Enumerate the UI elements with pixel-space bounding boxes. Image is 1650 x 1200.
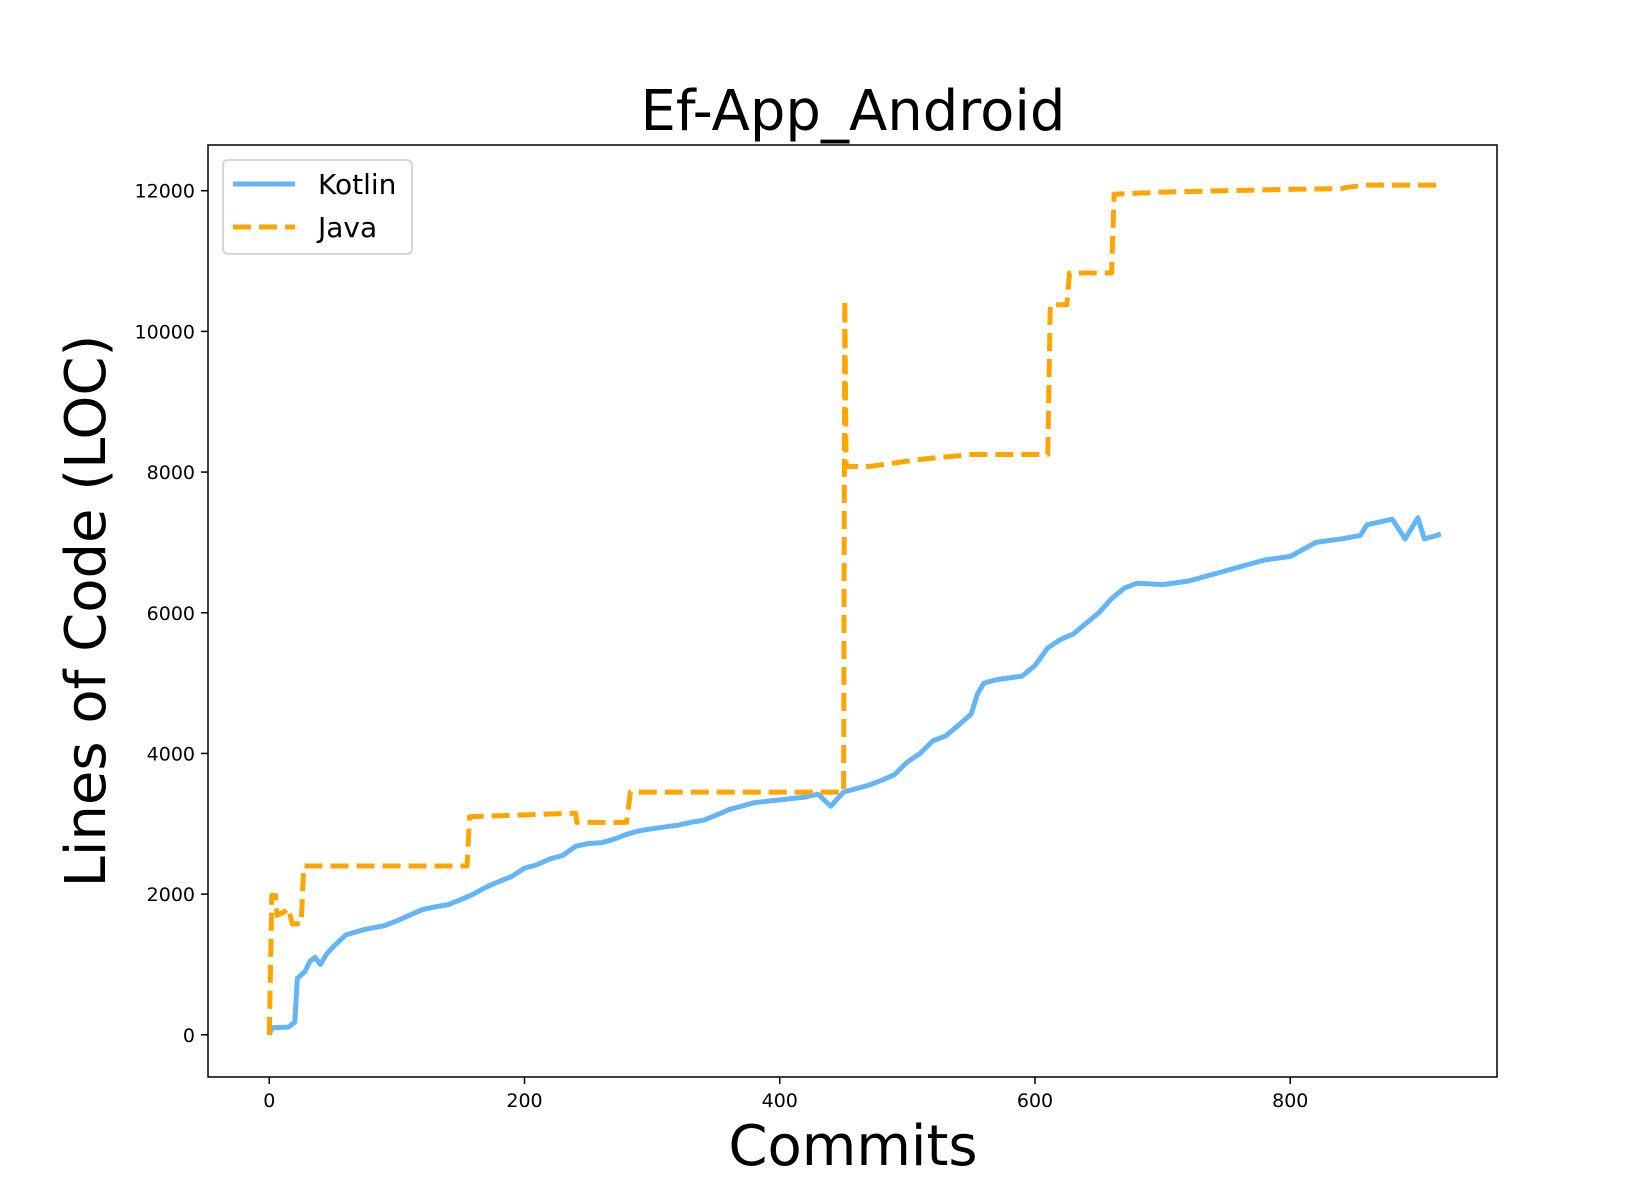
series-layer xyxy=(266,182,1442,1036)
x-tick-label: 800 xyxy=(1272,1090,1308,1112)
x-axis: 0 200 400 600 800 xyxy=(263,1077,1308,1112)
y-axis: 0 2000 4000 6000 8000 10000 12000 xyxy=(135,181,208,1047)
x-tick-label: 200 xyxy=(506,1090,542,1112)
legend-label-java: Java xyxy=(316,211,377,244)
legend-label-kotlin: Kotlin xyxy=(318,168,396,201)
plot-area xyxy=(207,144,1498,1078)
y-tick-label: 2000 xyxy=(147,884,195,906)
y-tick-label: 8000 xyxy=(147,462,195,484)
series-line-java xyxy=(266,182,1441,1035)
x-tick-label: 0 xyxy=(263,1090,275,1112)
legend: Kotlin Java xyxy=(222,159,413,255)
y-tick-label: 0 xyxy=(183,1025,195,1047)
y-tick-label: 12000 xyxy=(135,181,195,203)
x-tick-label: 600 xyxy=(1017,1090,1053,1112)
plot-frame xyxy=(207,144,1498,1078)
y-tick-label: 6000 xyxy=(147,603,195,625)
y-tick-label: 10000 xyxy=(135,321,195,343)
chart-title: Ef-App_Android xyxy=(641,79,1066,144)
y-tick-label: 4000 xyxy=(147,743,195,765)
x-axis-title: Commits xyxy=(728,1114,977,1179)
series-line-kotlin xyxy=(266,515,1442,1036)
x-tick-label: 400 xyxy=(762,1090,798,1112)
y-axis-title: Lines of Code (LOC) xyxy=(54,335,119,888)
